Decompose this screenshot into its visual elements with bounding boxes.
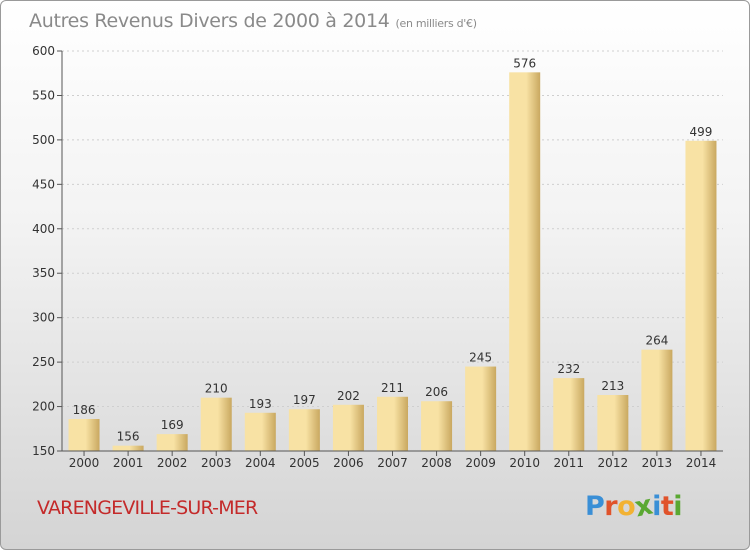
x-tick-label: 2006	[333, 456, 364, 470]
x-tick-label: 2011	[553, 456, 584, 470]
data-label: 202	[337, 389, 360, 403]
chart-subtitle: (en milliers d'€)	[395, 17, 477, 30]
logo-letter: i	[673, 491, 683, 522]
data-label: 576	[513, 56, 536, 70]
y-tick-label: 150	[32, 444, 55, 458]
bar	[641, 349, 673, 451]
grid-lines	[62, 50, 723, 408]
data-label: 210	[205, 382, 228, 396]
bar	[509, 72, 541, 451]
x-tick-label: 2010	[509, 456, 540, 470]
logo-letter: r	[604, 491, 618, 522]
data-label: 264	[645, 334, 668, 348]
data-labels: 186 156 169 210 193 197 202 211 206 245 576 232 213 2…	[73, 56, 713, 443]
title-text: Autres Revenus Divers de 2000 à 2014	[29, 10, 390, 32]
data-label: 186	[73, 403, 96, 417]
x-tick-label: 2013	[642, 456, 673, 470]
data-label: 169	[161, 418, 184, 432]
bar	[685, 140, 717, 451]
y-tick-label: 500	[32, 133, 55, 147]
bar	[112, 445, 144, 451]
y-tick-label: 600	[32, 44, 55, 58]
x-tick-label: 2003	[201, 456, 232, 470]
y-tick-label: 400	[32, 222, 55, 236]
bar	[332, 404, 364, 451]
bar	[68, 419, 100, 451]
proxiti-logo: Proxiti	[585, 490, 683, 524]
data-label: 245	[469, 351, 492, 365]
y-tick-label: 300	[32, 311, 55, 325]
logo-letter: P	[585, 491, 605, 522]
y-tick-label: 450	[32, 177, 55, 191]
data-label: 211	[381, 381, 404, 395]
x-tick-label: 2008	[421, 456, 452, 470]
bars	[68, 72, 717, 451]
chart-title: Autres Revenus Divers de 2000 à 2014 (en …	[29, 10, 477, 32]
y-tick-label: 350	[32, 266, 55, 280]
city-name: VARENGEVILLE-SUR-MER	[37, 497, 258, 519]
x-tick-label: 2004	[245, 456, 276, 470]
logo-letter: i	[652, 491, 661, 522]
bar	[597, 395, 629, 451]
x-tick-label: 2000	[69, 456, 100, 470]
bar	[465, 366, 497, 451]
data-label: 197	[293, 393, 316, 407]
data-label: 206	[425, 385, 448, 399]
x-tick-label: 2009	[465, 456, 496, 470]
data-label: 193	[249, 397, 272, 411]
y-tick-label: 550	[32, 88, 55, 102]
data-label: 156	[117, 430, 140, 444]
data-label: 213	[601, 379, 624, 393]
logo-letter: o	[617, 491, 636, 522]
x-tick-label: 2005	[289, 456, 320, 470]
x-tick-label: 2007	[377, 456, 408, 470]
bar	[200, 397, 232, 451]
y-tick-label: 250	[32, 355, 55, 369]
x-tick-label: 2012	[598, 456, 629, 470]
axes: 150 200 250 300 350 400 450 500 550 600 2000 2001 20…	[32, 44, 723, 470]
bar	[421, 401, 453, 451]
data-label: 499	[690, 125, 713, 139]
bar	[244, 412, 276, 451]
bar	[156, 434, 188, 451]
logo-letter: t	[660, 491, 674, 522]
x-tick-label: 2002	[157, 456, 188, 470]
y-tick-label: 200	[32, 400, 55, 414]
data-label: 232	[557, 362, 580, 376]
x-tick-label: 2014	[686, 456, 717, 470]
bar	[553, 378, 585, 451]
bar	[288, 409, 320, 451]
x-tick-label: 2001	[113, 456, 144, 470]
bar	[377, 396, 408, 451]
